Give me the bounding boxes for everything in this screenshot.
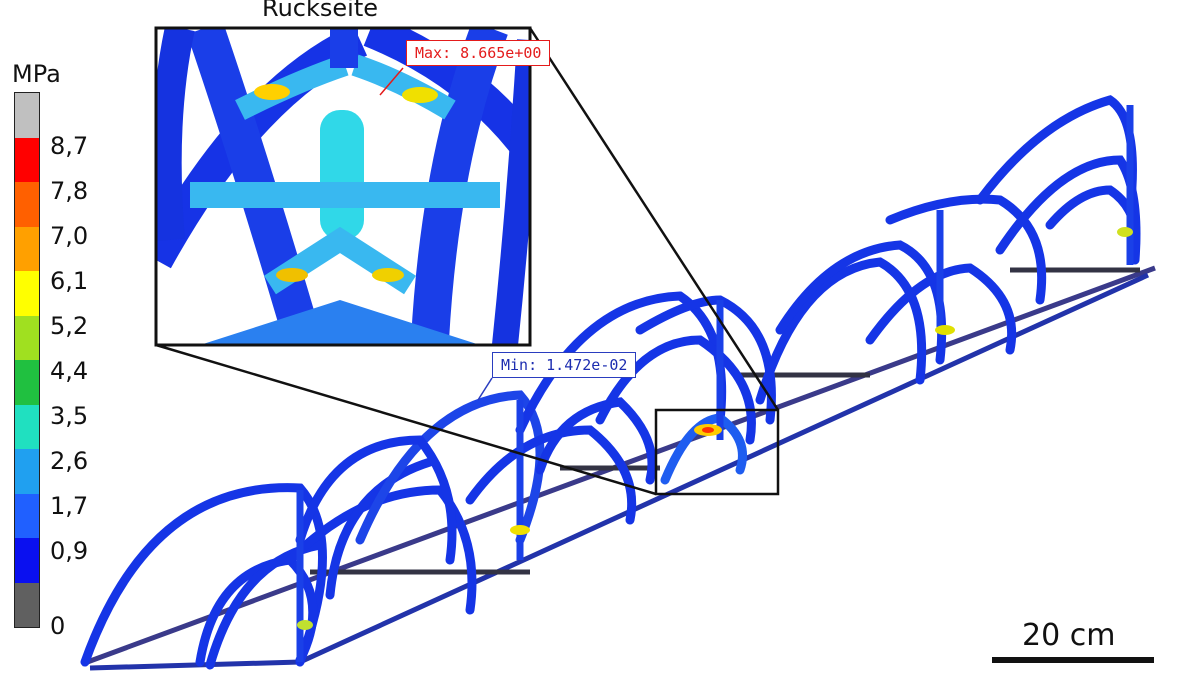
legend-tick-label: 1,7	[50, 492, 89, 520]
legend-swatch	[15, 137, 39, 182]
legend-swatch	[15, 226, 39, 271]
zoom-connector-line	[528, 27, 780, 411]
color-legend	[14, 92, 40, 628]
min-value-probe: Min: 1.472e-02	[492, 352, 637, 378]
legend-swatch	[15, 404, 39, 449]
arches	[80, 95, 1141, 670]
zoom-inset-view	[156, 28, 530, 345]
legend-swatch	[15, 538, 39, 583]
zoom-connector-line	[155, 343, 657, 496]
scalebar-label: 20 cm	[1022, 618, 1116, 653]
legend-tick-label: 0	[50, 612, 66, 640]
min-probe-leader	[477, 377, 493, 401]
support-posts	[296, 105, 1134, 662]
legend-swatch	[15, 315, 39, 360]
legend-swatch	[15, 182, 39, 227]
legend-swatch	[15, 582, 39, 627]
legend-tick-label: 8,7	[50, 132, 89, 160]
legend-tick-label: 5,2	[50, 312, 89, 340]
max-value-probe: Max: 8.665e+00	[406, 40, 551, 66]
legend-tick-label: 0,9	[50, 537, 89, 565]
max-probe-leader	[379, 67, 404, 96]
legend-swatch	[15, 449, 39, 494]
legend-unit-label: MPa	[12, 60, 61, 88]
legend-tick-label: 7,0	[50, 222, 89, 250]
legend-swatch	[15, 360, 39, 405]
legend-swatch	[15, 493, 39, 538]
legend-tick-label: 4,4	[50, 357, 89, 385]
legend-tick-label: 7,8	[50, 177, 89, 205]
zoom-region-box	[654, 408, 780, 496]
legend-tick-label: 2,6	[50, 447, 89, 475]
legend-swatch	[15, 271, 39, 316]
legend-tick-label: 3,5	[50, 402, 89, 430]
zoom-inset-frame	[154, 26, 532, 347]
legend-tick-label: 6,1	[50, 267, 89, 295]
inset-title: Rückseite	[262, 0, 379, 22]
stress-hotspots	[297, 227, 1133, 630]
scalebar	[992, 657, 1154, 663]
legend-swatch	[15, 93, 39, 138]
